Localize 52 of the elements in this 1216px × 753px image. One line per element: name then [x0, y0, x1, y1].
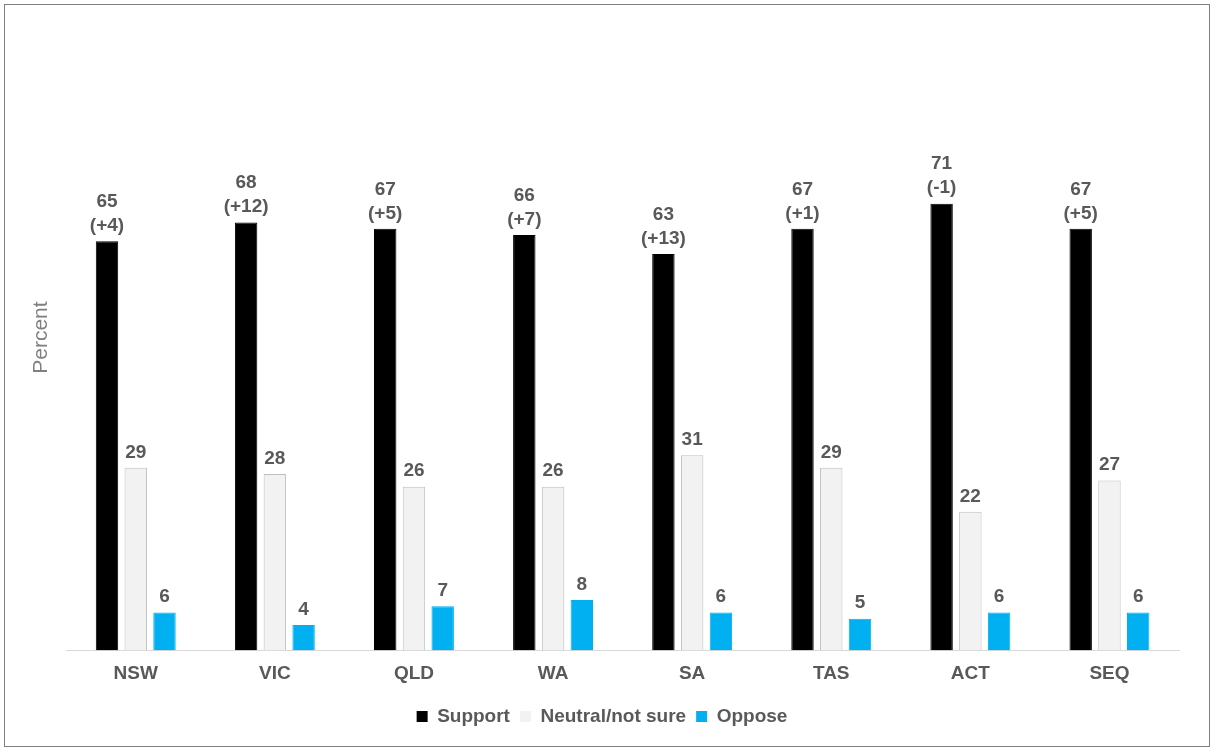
x-tick-label: TAS — [812, 661, 850, 683]
x-tick-label: WA — [537, 661, 569, 683]
y-axis-title: Percent — [28, 301, 52, 374]
data-label: 63 (+13) — [640, 202, 686, 248]
bar — [1069, 228, 1092, 651]
legend-label: Neutral/not sure — [540, 704, 687, 726]
x-tick-label: NSW — [113, 661, 158, 683]
data-label: 26 — [403, 459, 425, 481]
legend-label: Support — [437, 704, 511, 726]
data-label: 67 (+5) — [368, 177, 403, 223]
data-label: 6 — [1132, 585, 1144, 607]
x-tick-label: QLD — [393, 661, 434, 683]
bar — [1126, 612, 1150, 651]
data-label: 31 — [681, 427, 704, 449]
data-label: 7 — [437, 578, 448, 600]
x-tick-label: VIC — [259, 661, 291, 683]
data-label: 68 (+12) — [223, 171, 269, 217]
bar — [234, 222, 258, 651]
x-tick-label: SEQ — [1089, 661, 1130, 683]
data-label: 5 — [854, 591, 866, 613]
data-label: 27 — [1098, 453, 1121, 475]
bar — [652, 253, 675, 651]
x-tick-label: SA — [678, 661, 706, 683]
bar — [292, 625, 315, 651]
bar — [373, 228, 397, 651]
data-label: 6 — [993, 585, 1005, 607]
data-label: 4 — [298, 597, 310, 619]
data-label: 66 (+7) — [507, 183, 542, 229]
bar — [431, 606, 454, 651]
data-label: 22 — [959, 484, 981, 506]
data-label: 29 — [820, 440, 842, 462]
bar — [709, 612, 733, 651]
legend-label: Oppose — [716, 704, 788, 726]
data-label: 8 — [576, 572, 588, 594]
data-label: 6 — [159, 585, 170, 607]
data-label: 71 (-1) — [926, 152, 957, 198]
data-label: 28 — [264, 446, 286, 468]
bar — [570, 599, 594, 651]
bar — [95, 241, 119, 651]
bar — [848, 618, 872, 651]
data-label: 29 — [125, 440, 147, 462]
bar — [930, 203, 953, 651]
bar — [987, 612, 1011, 651]
x-tick-label: ACT — [950, 661, 991, 683]
data-label: 65 (+4) — [89, 190, 125, 236]
bar — [153, 612, 176, 651]
bar — [791, 228, 814, 651]
data-label: 67 (+1) — [785, 177, 820, 223]
bar — [513, 235, 536, 651]
data-label: 67 (+5) — [1063, 177, 1098, 223]
data-label: 6 — [715, 585, 727, 607]
data-label: 26 — [542, 459, 564, 481]
